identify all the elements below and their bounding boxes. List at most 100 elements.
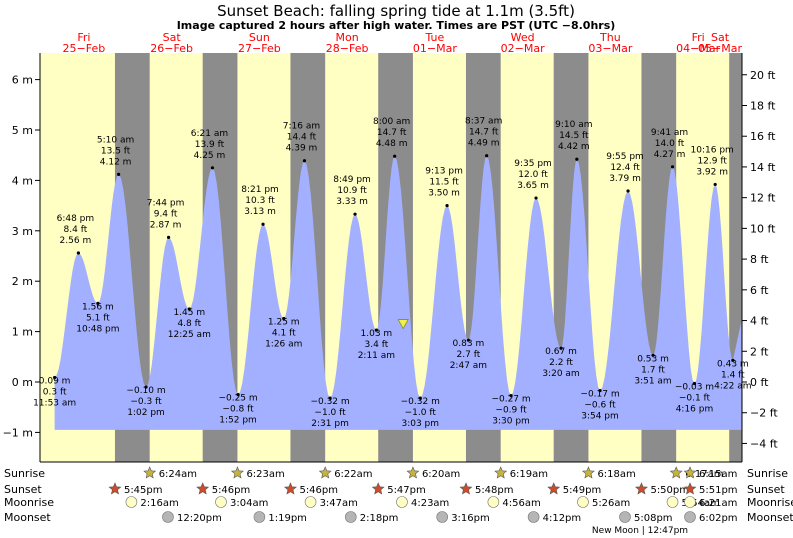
moonset-icon: [527, 511, 540, 523]
sunset-label: Sunset: [4, 483, 42, 496]
day-date: 02−Mar: [501, 42, 545, 55]
star-icon: [143, 466, 157, 479]
star-icon: [581, 466, 595, 479]
tide-time: 2:47 am: [450, 361, 487, 371]
tide-m: 4.39 m: [286, 144, 318, 154]
tide-m: 2.56 m: [60, 236, 92, 246]
day-date: 27−Feb: [238, 42, 281, 55]
day-name: Sun: [249, 31, 270, 44]
moonset-time: 3:16pm: [451, 513, 490, 524]
tide-ft: 14.4 ft: [287, 133, 317, 143]
right-tick-label: 16 ft: [750, 130, 776, 143]
tide-ft: 3.4 ft: [365, 340, 389, 350]
tide-ft: 12.4 ft: [610, 163, 640, 173]
moonrise-label: Moonrise: [4, 496, 54, 509]
moonrise-icon: [396, 496, 408, 508]
sunrise-time: 6:20am: [422, 469, 460, 480]
tide-ft: 12.0 ft: [518, 170, 548, 180]
tide-point: [328, 396, 332, 400]
moonset-label-right: Moonset: [747, 511, 793, 524]
day-name: Sat: [711, 31, 730, 44]
tide-m: 2.87 m: [150, 220, 182, 230]
tide-point: [302, 159, 307, 163]
tide-time: 7:16 am: [283, 122, 320, 132]
left-tick-label: 2 m: [12, 275, 33, 288]
tide-m: −0.27 m: [491, 395, 530, 405]
right-tick-label: 14 ft: [750, 161, 776, 174]
star-icon: [283, 482, 297, 495]
tide-time: 8:21 pm: [241, 185, 279, 195]
moonset-icon: [684, 511, 696, 523]
moonrise-time: 5:54am: [682, 498, 720, 509]
tide-m: 4.42 m: [558, 142, 590, 152]
tide-ft: 9.4 ft: [154, 209, 178, 219]
right-tick-label: 20 ft: [750, 69, 776, 82]
star-icon: [683, 466, 697, 479]
sun-moon-rows: Sunrise Sunrise 6:24am 6:23am 6:22am 6:20am 6:…: [4, 466, 793, 536]
tide-point: [670, 165, 675, 169]
tide-ft: 0.3 ft: [43, 387, 67, 397]
tide-point: [466, 338, 470, 342]
sunrise-time: 6:17am: [685, 469, 723, 480]
tide-point: [692, 381, 697, 386]
tide-point: [144, 385, 148, 389]
tide-point: [261, 222, 265, 226]
tide-m: 0.43 m: [717, 359, 749, 369]
moonrise-time: 6:21am: [699, 498, 737, 509]
day-date: 05−Mar: [698, 42, 742, 55]
tide-time: 12:25 am: [168, 330, 211, 340]
day-name: Thu: [599, 31, 621, 44]
tide-ft: 1.4 ft: [721, 370, 745, 380]
moonrise-time: 3:04am: [230, 498, 268, 509]
moonrise-icon: [125, 496, 138, 508]
tide-point: [117, 172, 121, 176]
sunset-time: 5:46pm: [299, 485, 338, 496]
star-icon: [634, 482, 648, 495]
left-tick-label: 1 m: [12, 326, 33, 339]
sunset-time: 5:50pm: [650, 485, 689, 496]
tide-time: 9:13 pm: [425, 167, 463, 177]
left-tick-label: 5 m: [12, 124, 33, 137]
moonrise-time: 2:16am: [140, 498, 178, 509]
moonrise-label-right: Moonrise: [747, 496, 793, 509]
tide-ft: −1.0 ft: [314, 408, 346, 418]
moonset-time: 2:18pm: [360, 513, 399, 524]
sunrise-label-right: Sunrise: [747, 467, 788, 480]
tide-point: [445, 204, 449, 208]
tide-ft: 5.1 ft: [86, 313, 110, 323]
tide-m: 4.12 m: [100, 157, 132, 167]
day-name: Fri: [692, 31, 705, 44]
tide-m: 3.50 m: [428, 189, 460, 199]
tide-time: 3:03 pm: [401, 419, 439, 429]
tide-time: 8:37 am: [465, 117, 502, 127]
moonset-icon: [162, 511, 174, 523]
tide-time: 7:44 pm: [147, 198, 185, 208]
moonrise-icon: [666, 496, 679, 508]
moonrise-time: 3:47am: [320, 498, 358, 509]
tide-time: 3:54 pm: [581, 412, 619, 422]
left-tick-label: 0 m: [12, 376, 33, 389]
tide-ft: 11.5 ft: [429, 178, 459, 188]
sunset-time: 5:48pm: [475, 485, 514, 496]
tide-point: [598, 388, 602, 393]
tide-point: [282, 316, 286, 321]
tide-time: 1:26 am: [265, 339, 302, 349]
tide-curve: [54, 155, 742, 430]
sunrise-time: 6:23am: [246, 469, 284, 480]
right-tick-label: 4 ft: [750, 315, 769, 328]
tide-point: [575, 157, 579, 161]
tide-m: 3.13 m: [244, 207, 276, 217]
moonset-time: 4:12pm: [543, 513, 582, 524]
tide-point: [53, 375, 57, 380]
tide-m: −0.32 m: [310, 397, 349, 407]
star-icon: [108, 482, 122, 495]
tide-ft: 14.7 ft: [377, 128, 407, 138]
tide-time: 1:02 pm: [127, 408, 165, 418]
right-tick-label: −2 ft: [750, 407, 778, 420]
tide-ft: 14.5 ft: [559, 131, 589, 141]
star-icon: [459, 482, 473, 495]
tide-point: [651, 353, 655, 357]
tide-ft: −0.6 ft: [584, 401, 616, 411]
moonset-time: 12:20pm: [177, 513, 222, 524]
moonset-label: Moonset: [4, 511, 51, 524]
